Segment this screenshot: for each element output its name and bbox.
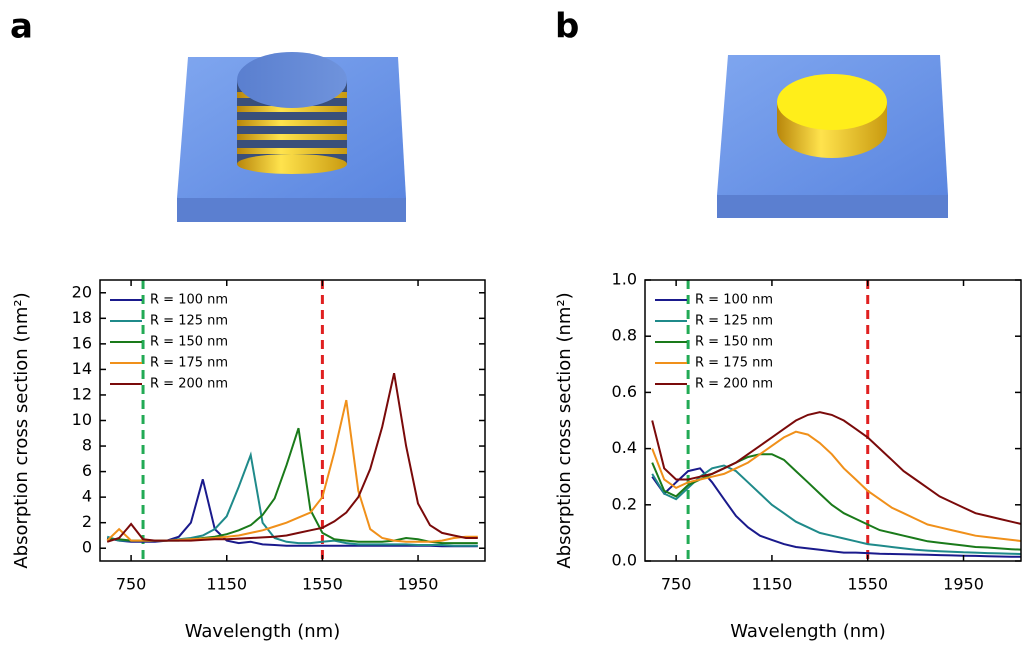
legend-label: R = 100 nm: [150, 293, 228, 308]
y-tick-label: 10: [72, 410, 92, 429]
y-tick-label: 0.8: [612, 326, 637, 345]
legend-label: R = 200 nm: [150, 377, 228, 392]
legend-label: R = 200 nm: [695, 377, 773, 392]
illustration-a: [177, 52, 406, 222]
legend-label: R = 150 nm: [695, 335, 773, 350]
x-axis-label: Wavelength (nm): [185, 621, 341, 642]
y-tick-label: 14: [72, 359, 92, 378]
x-tick-label: 750: [116, 575, 147, 594]
y-axis-label: Absorption cross section (nm²): [11, 292, 32, 568]
y-axis-label: Absorption cross section (nm²): [554, 292, 575, 568]
legend-label: R = 125 nm: [695, 314, 773, 329]
x-tick-label: 1550: [302, 575, 343, 594]
y-tick-label: 0.4: [612, 438, 637, 457]
plot-area: [651, 280, 1021, 561]
x-tick-label: 1150: [752, 575, 793, 594]
x-tick-label: 1950: [943, 575, 984, 594]
y-tick-label: 20: [72, 282, 92, 301]
y-tick-label: 0.6: [612, 382, 637, 401]
illustration-b: [717, 55, 948, 218]
x-tick-label: 1150: [206, 575, 247, 594]
x-tick-label: 1550: [847, 575, 888, 594]
y-tick-label: 6: [82, 461, 92, 480]
legend-label: R = 125 nm: [150, 314, 228, 329]
x-axis-label: Wavelength (nm): [730, 621, 886, 642]
panel-label: b: [555, 7, 579, 47]
data-line: [651, 430, 1021, 543]
y-tick-label: 8: [82, 436, 92, 455]
data-line: [106, 451, 478, 547]
legend-label: R = 150 nm: [150, 335, 228, 350]
data-line: [651, 467, 1021, 558]
y-tick-label: 0.2: [612, 494, 637, 513]
y-tick-label: 4: [82, 487, 92, 506]
legend-label: R = 100 nm: [695, 293, 773, 308]
x-tick-label: 1950: [398, 575, 439, 594]
data-line: [106, 372, 478, 543]
y-tick-label: 12: [72, 384, 92, 403]
plot-area: [106, 280, 478, 561]
y-tick-label: 2: [82, 512, 92, 531]
legend-label: R = 175 nm: [695, 356, 773, 371]
data-line: [106, 399, 478, 543]
y-tick-label: 1.0: [612, 270, 637, 289]
x-tick-label: 750: [661, 575, 692, 594]
y-tick-label: 0.0: [612, 551, 637, 570]
data-line: [107, 427, 478, 545]
y-tick-label: 0: [82, 538, 92, 557]
y-tick-label: 18: [72, 308, 92, 327]
y-tick-label: 16: [72, 333, 92, 352]
legend-label: R = 175 nm: [150, 356, 228, 371]
data-line: [651, 464, 1021, 555]
data-line: [651, 411, 1021, 525]
axes-frame: [644, 279, 1022, 562]
panel-label: a: [10, 7, 33, 47]
data-line: [651, 453, 1021, 551]
